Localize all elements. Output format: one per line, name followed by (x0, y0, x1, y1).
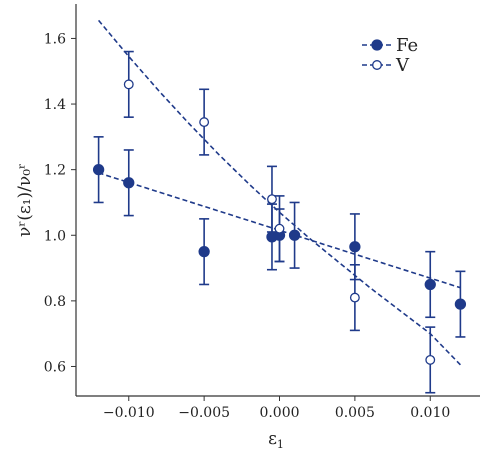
x-tick-label: 0.005 (335, 405, 375, 421)
y-tick-label: 1.4 (44, 97, 66, 113)
data-point-fe (349, 241, 361, 253)
data-point-v (199, 117, 210, 128)
data-point-v (425, 354, 436, 365)
data-point-v (274, 223, 285, 234)
legend-marker-v (372, 60, 382, 70)
data-point-fe (288, 229, 301, 241)
fit-lines (97, 19, 461, 366)
y-tick-label: 0.6 (44, 359, 66, 375)
data-points (92, 79, 467, 365)
data-point-v (349, 292, 360, 303)
x-axis-title-subscript: 1 (277, 438, 284, 451)
fit-line-fe (98, 172, 461, 289)
legend: FeV (362, 35, 418, 76)
data-point-fe (424, 278, 436, 291)
x-tick-label: −0.005 (178, 405, 230, 421)
x-tick-label: 0.000 (259, 405, 299, 421)
data-point-v (123, 79, 134, 90)
ticks: −0.010 −0.005 0.000 0.005 0.010 0.6 0.8 1.0 1.2 1… (44, 31, 451, 421)
y-tick-label: 1.6 (44, 31, 66, 47)
data-point-v (267, 194, 277, 205)
y-tick-label: 1.2 (44, 163, 66, 179)
x-tick-label: 0.010 (410, 405, 450, 421)
fit-line-v (97, 19, 461, 366)
error-bars (93, 50, 466, 394)
axes (75, 4, 480, 397)
y-tick-label: 1.0 (44, 228, 66, 244)
y-tick-label: 0.8 (44, 294, 66, 310)
y-axis-title: νʳ(ε₁)/ν₀ʳ (15, 163, 35, 237)
legend-marker-fe (371, 39, 383, 51)
data-point-fe (123, 177, 135, 189)
data-point-fe (198, 246, 210, 258)
data-point-fe (454, 298, 467, 310)
x-tick-label: −0.010 (103, 405, 155, 421)
data-point-fe (92, 164, 105, 176)
legend-label-fe: Fe (396, 35, 418, 56)
legend-label-v: V (395, 55, 410, 76)
x-axis-title: ε1 (268, 429, 284, 451)
